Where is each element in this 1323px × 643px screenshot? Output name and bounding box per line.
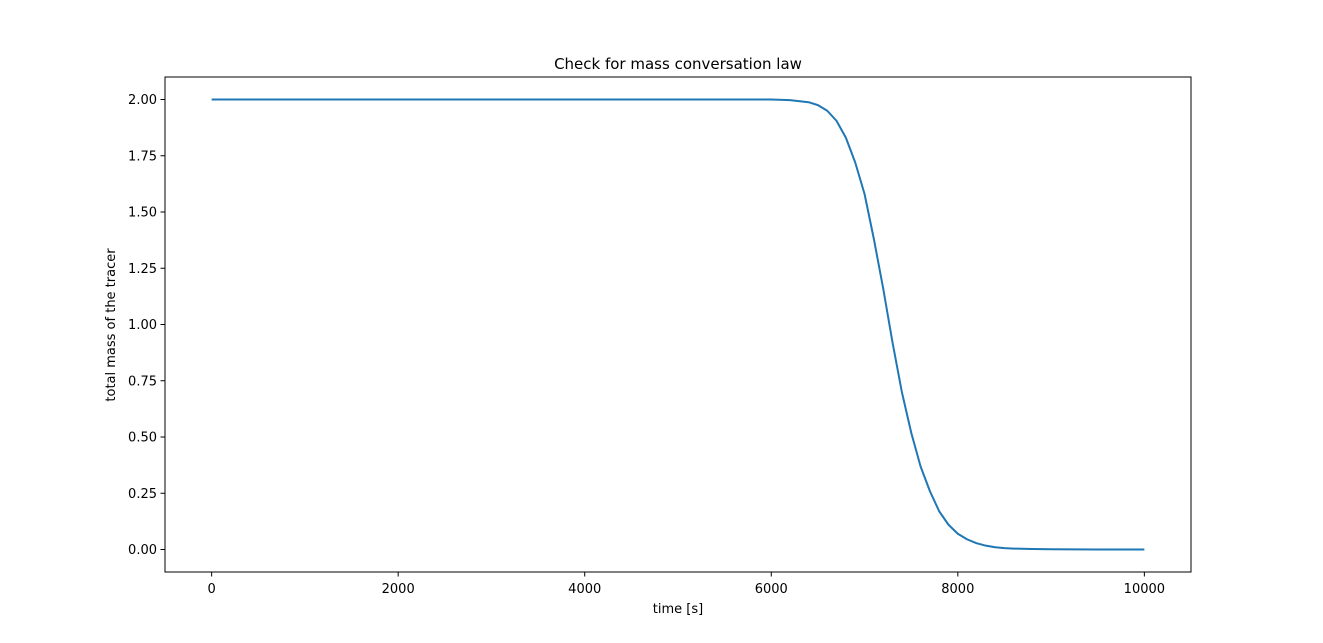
x-tick-label: 8000 (941, 582, 974, 597)
y-tick-label: 0.50 (128, 431, 157, 446)
y-tick-label: 1.25 (128, 262, 157, 277)
series-layer (211, 98, 1145, 551)
plot-area (164, 76, 1192, 573)
y-tick-label: 1.75 (128, 149, 157, 164)
y-tick-label: 2.00 (128, 93, 157, 108)
y-tick-label: 1.00 (128, 318, 157, 333)
x-tick-label: 6000 (755, 582, 788, 597)
x-tick-label: 2000 (382, 582, 415, 597)
y-tick-label: 1.50 (128, 206, 157, 221)
x-tick-label: 10000 (1124, 582, 1165, 597)
chart-title: Check for mass conversation law (554, 55, 802, 73)
y-axis: 0.00 0.25 0.50 0.75 1.00 1.25 1.50 1.75 2.00 (128, 93, 165, 558)
y-tick-label: 0.75 (128, 374, 157, 389)
y-tick-label: 0.00 (128, 543, 157, 558)
x-tick-label: 0 (207, 582, 215, 597)
x-axis-label: time [s] (653, 602, 703, 617)
x-tick-label: 4000 (568, 582, 601, 597)
y-tick-label: 0.25 (128, 487, 157, 502)
series-line (211, 98, 1145, 551)
y-axis-label: total mass of the tracer (104, 248, 119, 402)
x-axis: 0 2000 4000 6000 8000 10000 (207, 572, 1165, 597)
